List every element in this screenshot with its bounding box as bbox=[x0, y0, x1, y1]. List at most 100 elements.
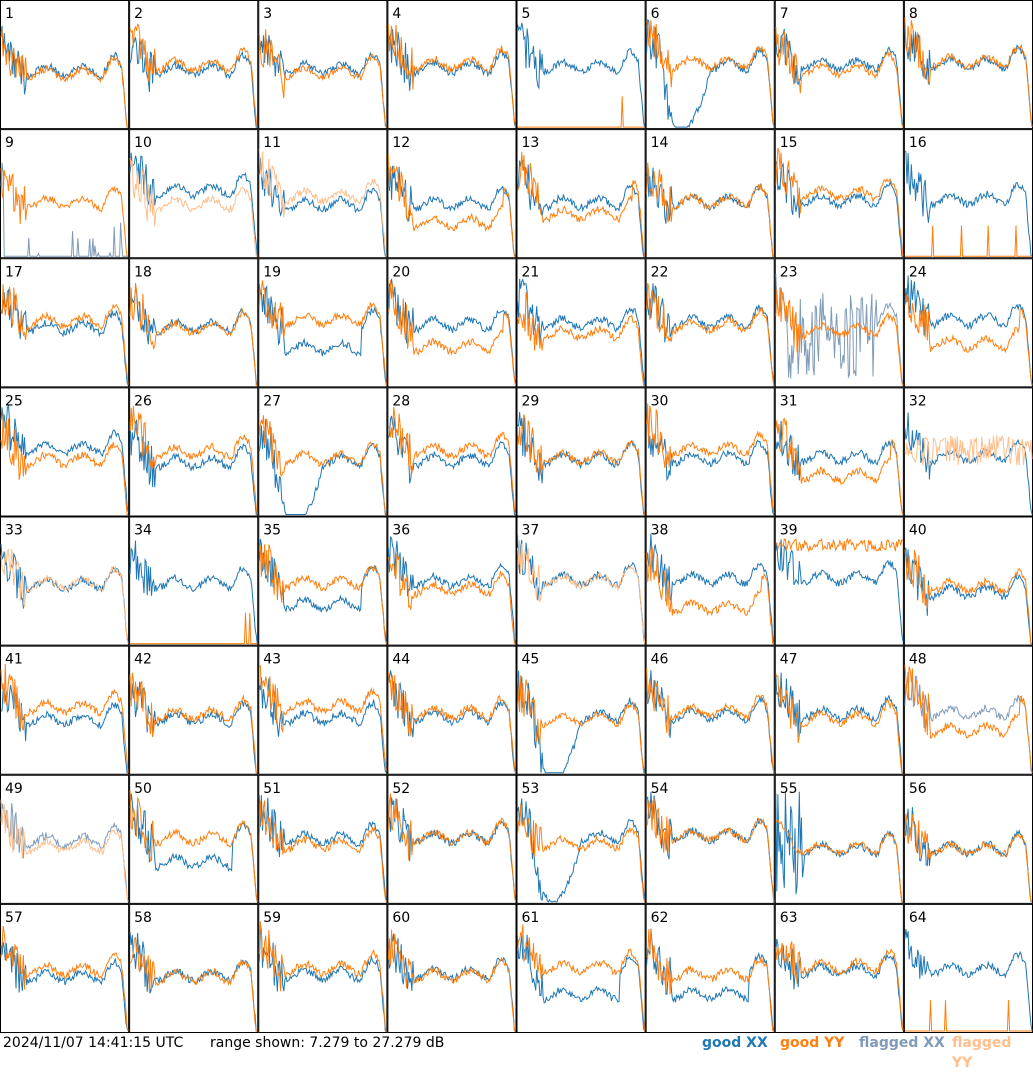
series-yy-29 bbox=[517, 414, 646, 515]
series-xx-30 bbox=[646, 411, 775, 515]
panel-label-60: 60 bbox=[392, 910, 410, 926]
panel-13: 13 bbox=[516, 129, 646, 259]
panel-frame-21 bbox=[516, 258, 646, 388]
panel-label-12: 12 bbox=[392, 135, 410, 151]
panel-45: 45 bbox=[516, 645, 646, 775]
panel-54: 54 bbox=[645, 774, 775, 904]
panel-label-43: 43 bbox=[263, 652, 281, 668]
panel-17: 17 bbox=[0, 258, 130, 388]
series-yy-31 bbox=[775, 417, 904, 515]
series-xx-9 bbox=[0, 162, 129, 257]
series-yy-17 bbox=[0, 284, 129, 385]
series-yy-62 bbox=[646, 929, 774, 1032]
series-xx-37 bbox=[517, 534, 646, 644]
panel-6: 6 bbox=[645, 0, 775, 130]
panel-34: 34 bbox=[129, 516, 259, 646]
series-xx-21 bbox=[517, 278, 646, 386]
panel-label-61: 61 bbox=[522, 910, 540, 926]
panel-41: 41 bbox=[0, 645, 130, 775]
series-yy-1 bbox=[0, 29, 129, 128]
series-xx-25 bbox=[0, 404, 129, 512]
series-xx-2 bbox=[129, 37, 258, 128]
panel-label-45: 45 bbox=[522, 652, 540, 668]
series-yy-59 bbox=[258, 921, 387, 1032]
panel-label-33: 33 bbox=[5, 523, 23, 539]
series-xx-54 bbox=[646, 792, 775, 902]
panel-label-42: 42 bbox=[134, 652, 152, 668]
series-xx-61 bbox=[517, 934, 646, 1032]
panel-44: 44 bbox=[387, 645, 517, 775]
panel-label-64: 64 bbox=[909, 910, 927, 926]
panel-1: 1 bbox=[0, 0, 130, 130]
panel-36: 36 bbox=[387, 516, 517, 646]
panel-46: 46 bbox=[645, 645, 775, 775]
panel-21: 21 bbox=[516, 258, 646, 388]
series-yy-21 bbox=[517, 292, 645, 386]
panel-label-3: 3 bbox=[263, 6, 272, 22]
panel-label-54: 54 bbox=[651, 781, 669, 797]
panel-16: 16 bbox=[903, 129, 1033, 259]
series-xx-60 bbox=[387, 933, 516, 1032]
panel-frame-44 bbox=[387, 645, 517, 775]
panel-32: 32 bbox=[903, 387, 1033, 517]
panel-11: 11 bbox=[258, 129, 388, 259]
series-yy-34 bbox=[130, 612, 258, 645]
series-yy-54 bbox=[646, 797, 775, 902]
series-yy-9 bbox=[0, 167, 129, 257]
panel-label-15: 15 bbox=[780, 135, 798, 151]
panel-23: 23 bbox=[774, 258, 904, 388]
panel-label-21: 21 bbox=[522, 264, 540, 280]
panel-60: 60 bbox=[387, 903, 517, 1033]
panel-49: 49 bbox=[0, 774, 130, 904]
panel-label-8: 8 bbox=[909, 6, 918, 22]
series-xx-24 bbox=[904, 275, 1033, 386]
panel-51: 51 bbox=[258, 774, 388, 904]
panel-label-23: 23 bbox=[780, 264, 798, 280]
series-yy-47 bbox=[775, 673, 903, 774]
panel-27: 27 bbox=[258, 387, 388, 517]
panel-label-39: 39 bbox=[780, 523, 798, 539]
panel-label-62: 62 bbox=[651, 910, 669, 926]
series-yy-39 bbox=[775, 537, 904, 553]
panel-label-24: 24 bbox=[909, 264, 927, 280]
panel-26: 26 bbox=[129, 387, 259, 517]
range-text: range shown: 7.279 to 27.279 dB bbox=[210, 1035, 445, 1051]
panel-frame-37 bbox=[516, 516, 646, 646]
series-yy-41 bbox=[0, 663, 129, 773]
panel-label-7: 7 bbox=[780, 6, 789, 22]
series-yy-30 bbox=[646, 403, 775, 513]
panel-frame-6 bbox=[645, 0, 775, 130]
series-yy-40 bbox=[904, 549, 1033, 645]
series-xx-63 bbox=[775, 938, 904, 1032]
panel-label-20: 20 bbox=[392, 264, 410, 280]
series-yy-50 bbox=[129, 790, 258, 902]
panel-63: 63 bbox=[774, 903, 904, 1033]
panel-29: 29 bbox=[516, 387, 646, 517]
panel-19: 19 bbox=[258, 258, 388, 388]
panel-47: 47 bbox=[774, 645, 904, 775]
series-yy-19 bbox=[258, 280, 387, 386]
series-xx-34 bbox=[129, 540, 258, 644]
series-xx-39 bbox=[775, 539, 904, 642]
legend-good-xx: good XX bbox=[702, 1035, 768, 1051]
series-yy-63 bbox=[775, 941, 904, 1032]
panel-label-38: 38 bbox=[651, 523, 669, 539]
panel-frame-12 bbox=[387, 129, 517, 259]
panel-frame-64 bbox=[903, 903, 1033, 1033]
panel-8: 8 bbox=[903, 0, 1033, 130]
panel-label-52: 52 bbox=[392, 781, 410, 797]
series-xx-28 bbox=[387, 415, 516, 515]
panel-frame-5 bbox=[516, 0, 646, 130]
panel-label-11: 11 bbox=[263, 135, 281, 151]
panel-37: 37 bbox=[516, 516, 646, 646]
series-yy-45 bbox=[517, 675, 645, 774]
series-xx-53 bbox=[517, 798, 646, 903]
panel-label-37: 37 bbox=[522, 523, 540, 539]
panel-64: 64 bbox=[903, 903, 1033, 1033]
series-xx-12 bbox=[387, 161, 516, 257]
series-yy-52 bbox=[387, 793, 516, 902]
series-yy-18 bbox=[129, 283, 258, 386]
panel-label-51: 51 bbox=[263, 781, 281, 797]
panel-25: 25 bbox=[0, 387, 130, 517]
panel-frame-9 bbox=[0, 129, 130, 259]
